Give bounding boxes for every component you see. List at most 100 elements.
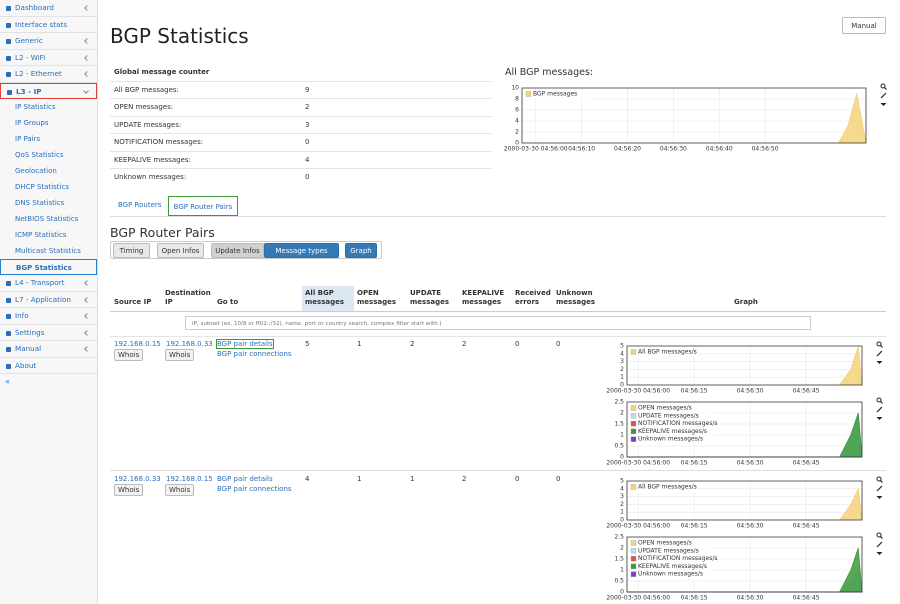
column-header[interactable]: Destination IP — [165, 289, 211, 306]
menu-item[interactable]: L3 - IP — [0, 82, 97, 99]
column-header[interactable]: UPDATE messages — [410, 289, 450, 306]
menu-item[interactable]: Info — [0, 308, 97, 325]
menu-item[interactable]: Manual — [0, 341, 97, 358]
row-line — [110, 115, 492, 117]
legend-swatch — [630, 436, 637, 442]
submenu-item[interactable]: QoS Statistics — [15, 151, 64, 159]
x-tick-label: 04:56:30 — [737, 523, 764, 530]
y-tick-label: 5 — [620, 343, 624, 350]
button[interactable]: Timing — [113, 243, 150, 258]
submenu-item[interactable]: Geolocation — [15, 167, 57, 175]
submenu-item[interactable]: DNS Statistics — [15, 199, 65, 207]
submenu-item[interactable]: ICMP Statistics — [15, 231, 67, 239]
row-line — [110, 150, 492, 152]
column-header[interactable]: KEEPALIVE messages — [462, 289, 505, 306]
y-tick-label: 8 — [515, 96, 519, 103]
button[interactable]: Update Infos — [211, 243, 264, 258]
whois-button[interactable]: Whois — [114, 349, 144, 361]
counter-label: NOTIFICATION messages: — [114, 138, 204, 147]
count: 0 — [556, 475, 561, 483]
legend-label: UPDATE messages/s — [638, 412, 699, 419]
legend — [524, 90, 590, 100]
x-tick-label: 2000-03-30 04:56:00 — [606, 460, 670, 467]
x-tick-label: 04:56:45 — [793, 460, 820, 467]
y-tick-label: 4 — [515, 118, 519, 125]
zoom-icon — [880, 345, 883, 348]
zoom-icon — [880, 401, 883, 404]
submenu-item[interactable]: Multicast Statistics — [15, 247, 81, 255]
submenu-item[interactable]: BGP Statistics — [0, 259, 97, 275]
ip-link[interactable]: 192.168.0.15 — [166, 475, 213, 483]
count: 4 — [305, 475, 310, 483]
button-group — [110, 241, 382, 259]
menu-item[interactable]: L4 - Transport — [0, 275, 97, 292]
counter-title: Global message counter — [114, 68, 210, 76]
row-line — [110, 81, 492, 82]
x-tick-label: 04:56:45 — [793, 388, 820, 395]
button-active[interactable]: Graph — [345, 243, 377, 258]
ip-link[interactable]: 192.168.0.15 — [114, 340, 161, 348]
button-active[interactable]: Message types — [264, 243, 339, 258]
x-tick-label: 04:56:40 — [706, 146, 733, 153]
whois-button[interactable]: Whois — [165, 349, 195, 361]
x-tick-label: 04:56:50 — [752, 146, 779, 153]
whois-button[interactable]: Whois — [165, 484, 195, 496]
menu-item[interactable]: Interface stats — [0, 17, 97, 33]
x-tick-label: 04:56:15 — [681, 460, 708, 467]
count: 2 — [462, 340, 467, 348]
submenu-item[interactable]: DHCP Statistics — [15, 183, 69, 191]
whois-button[interactable]: Whois — [114, 484, 144, 496]
menu-item[interactable]: L7 - Application — [0, 292, 97, 308]
counter-label: All BGP messages: — [114, 86, 179, 94]
menu-icon — [876, 417, 883, 420]
column-header[interactable]: Received errors — [515, 289, 551, 306]
column-header[interactable]: All BGP messages — [305, 289, 345, 306]
legend-swatch — [630, 555, 637, 562]
submenu-item[interactable]: IP Groups — [15, 119, 49, 127]
column-header[interactable]: Source IP — [114, 298, 152, 306]
submenu-item[interactable]: IP Statistics — [15, 103, 56, 111]
tab-active[interactable]: BGP Router Pairs — [168, 196, 238, 216]
button[interactable]: Open Infos — [157, 243, 204, 258]
goto-link[interactable]: BGP pair details — [216, 339, 274, 349]
menu-item[interactable]: L2 - WiFi — [0, 50, 97, 66]
legend-label: KEEPALIVE messages/s — [638, 563, 707, 570]
x-tick-label: 04:56:30 — [737, 388, 764, 395]
manual-button[interactable]: Manual — [842, 17, 886, 34]
y-tick-label: 0.5 — [614, 443, 624, 450]
column-header[interactable]: OPEN messages — [357, 289, 397, 306]
column-header[interactable]: Go to — [217, 298, 239, 306]
ip-link[interactable]: 192.168.0.33 — [166, 340, 213, 348]
goto-link[interactable]: BGP pair details — [217, 475, 273, 483]
y-tick-label: 3 — [620, 358, 624, 365]
ip-link[interactable]: 192.168.0.33 — [114, 475, 161, 483]
counter-value: 2 — [305, 103, 310, 112]
legend-label: OPEN messages/s — [638, 540, 692, 547]
legend-swatch — [630, 563, 637, 570]
submenu-item[interactable]: NetBIOS Statistics — [15, 215, 79, 223]
counter-label: Unknown messages: — [114, 173, 187, 181]
header-line — [110, 311, 886, 312]
legend-swatch — [630, 349, 637, 355]
legend-label: All BGP messages/s — [638, 349, 697, 356]
collapse-button[interactable]: « — [5, 377, 10, 386]
zoom-icon — [884, 87, 887, 90]
column-header[interactable]: Unknown messages — [556, 289, 596, 306]
menu-item[interactable]: Generic — [0, 33, 97, 50]
submenu-item[interactable]: IP Pairs — [15, 135, 41, 143]
menu-item[interactable]: L2 - Ethernet — [0, 66, 97, 83]
section-title: BGP Router Pairs — [110, 225, 215, 240]
filter-input[interactable]: IP, subnet (ex. 10/8 or ff02::/32), name… — [185, 316, 811, 330]
y-tick-label: 3 — [620, 493, 624, 500]
y-tick-label: 2 — [620, 366, 624, 373]
column-header[interactable]: Graph — [734, 298, 758, 306]
expand-icon — [876, 541, 883, 548]
menu-item[interactable]: About — [0, 358, 97, 374]
menu-item[interactable]: Dashboard — [0, 0, 97, 17]
goto-link[interactable]: BGP pair connections — [217, 350, 292, 358]
tab[interactable]: BGP Routers — [118, 201, 162, 209]
menu-item[interactable]: Settings — [0, 325, 97, 341]
legend — [629, 539, 713, 580]
goto-link[interactable]: BGP pair connections — [217, 485, 292, 493]
sorted-header-bg — [302, 286, 354, 311]
